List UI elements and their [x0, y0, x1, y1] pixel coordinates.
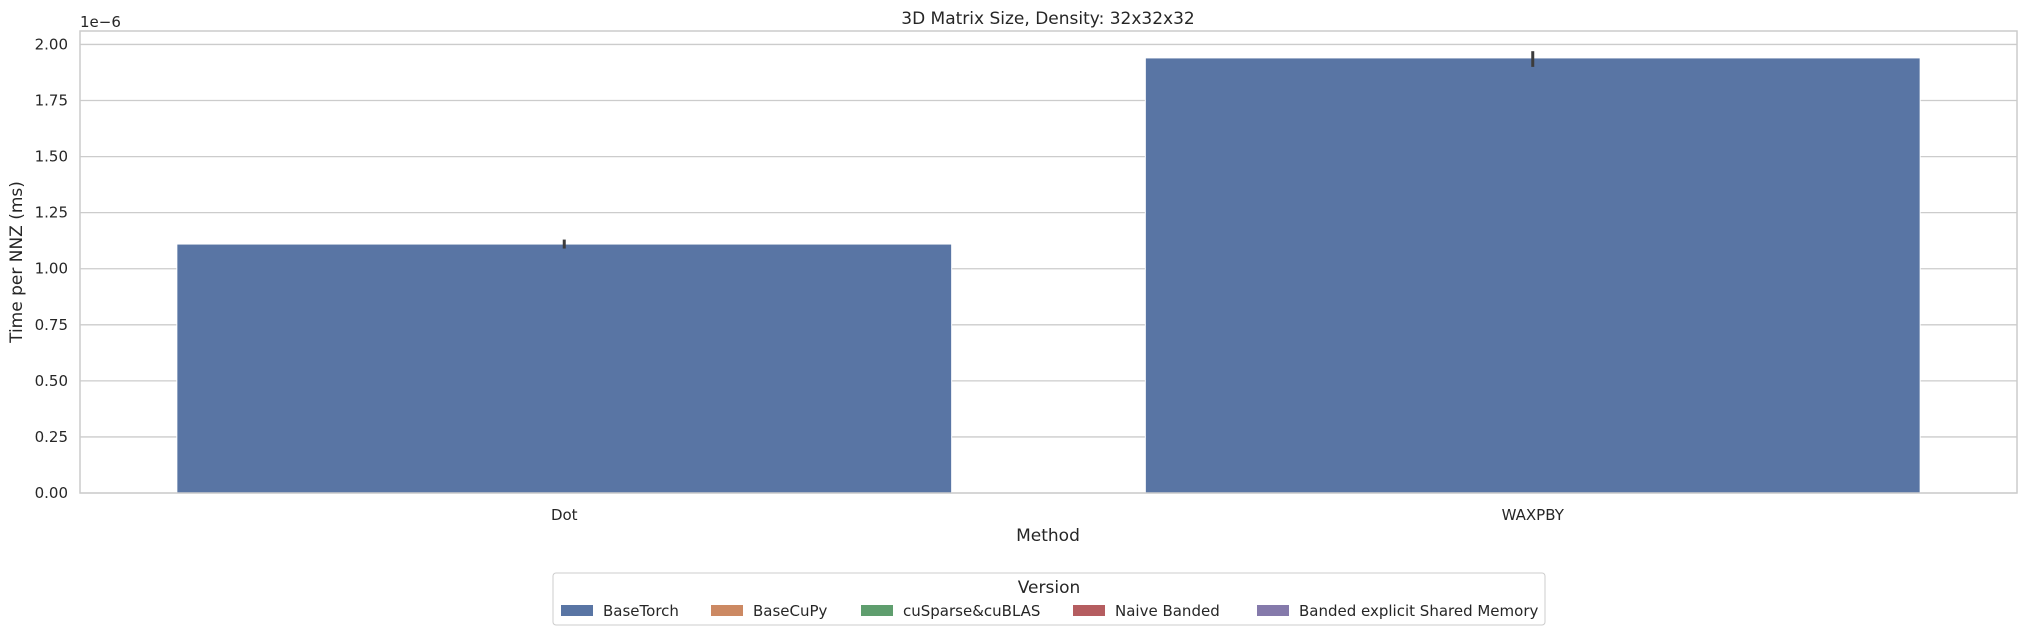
y-offset-label: 1e−6 — [80, 13, 121, 31]
x-tick-label: Dot — [551, 506, 578, 524]
legend-label: BaseTorch — [603, 602, 679, 620]
plot-frame — [79, 30, 2018, 494]
legend-label: cuSparse&cuBLAS — [903, 602, 1040, 620]
bar — [176, 243, 953, 494]
x-tick-label: WAXPBY — [1502, 506, 1565, 524]
legend-swatch — [1257, 605, 1289, 616]
legend-swatch — [1073, 605, 1105, 616]
y-tick-label: 0.25 — [35, 428, 68, 446]
x-axis-title: Method — [1016, 526, 1080, 546]
bar — [1144, 57, 1921, 494]
chart-title: 3D Matrix Size, Density: 32x32x32 — [901, 9, 1194, 29]
y-tick-label: 0.50 — [35, 372, 68, 390]
legend-swatch — [711, 605, 743, 616]
y-tick-label: 0.00 — [35, 484, 68, 502]
axis-layer — [79, 30, 2018, 494]
y-tick-label: 1.50 — [35, 148, 68, 166]
legend-frame — [552, 572, 1546, 626]
y-axis-title: Time per NNZ (ms) — [7, 181, 27, 344]
y-tick-label: 1.00 — [35, 260, 68, 278]
legend-label: Naive Banded — [1115, 602, 1220, 620]
legend-label: Banded explicit Shared Memory — [1299, 602, 1538, 620]
label-layer: 3D Matrix Size, Density: 32x32x32 1e−6 M… — [7, 9, 1565, 546]
y-tick-label: 1.25 — [35, 204, 68, 222]
bar-layer — [176, 51, 1921, 494]
legend-items: BaseTorch BaseCuPy cuSparse&cuBLAS Naive Ba… — [561, 602, 1538, 620]
legend-title: Version — [1018, 578, 1081, 598]
y-tick-label: 2.00 — [35, 35, 68, 53]
legend: Version BaseTorch BaseCuPy cuSparse&cuBLAS… — [552, 572, 1546, 626]
legend-swatch — [561, 605, 593, 616]
y-tick-label: 0.75 — [35, 316, 68, 334]
y-tick-label: 1.75 — [35, 92, 68, 110]
legend-label: BaseCuPy — [753, 602, 828, 620]
legend-swatch — [861, 605, 893, 616]
